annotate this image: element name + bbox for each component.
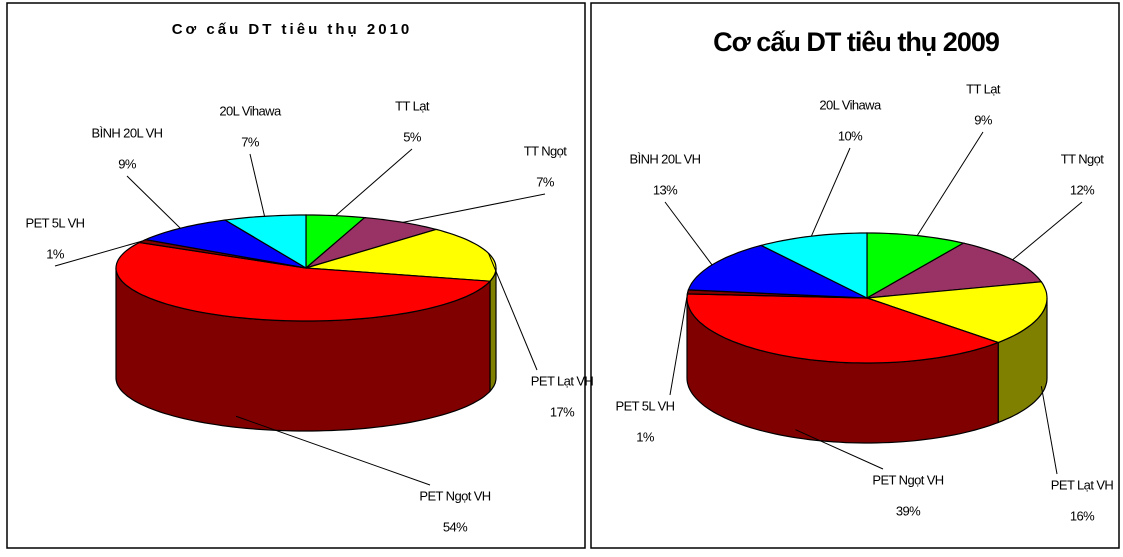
slice-label: 20L Vihawa	[219, 103, 282, 118]
slice-label: 20L Vihawa	[819, 97, 882, 112]
value-label: 12%	[1070, 182, 1095, 197]
slice-label: TT Lạt	[395, 98, 430, 113]
leader-line	[1012, 201, 1083, 261]
value-label: 5%	[403, 129, 422, 144]
slice-label: PET Lạt VH	[531, 373, 594, 388]
slice-label: PET Ngọt VH	[419, 488, 490, 503]
slice-label: PET Lạt VH	[1051, 477, 1114, 492]
value-label: 1%	[46, 246, 65, 261]
pie-slice	[223, 214, 307, 270]
chart-title: Cơ cấu DT tiêu thụ 2009	[713, 27, 1000, 57]
value-label: 7%	[241, 134, 260, 149]
leader-line	[1040, 386, 1058, 475]
leader-line	[126, 175, 181, 229]
leader-line	[487, 253, 538, 371]
leader-line	[402, 193, 546, 223]
leader-line	[249, 153, 266, 217]
panel	[6, 2, 586, 549]
value-label: 13%	[653, 182, 678, 197]
leader-line	[664, 201, 713, 266]
slice-label: PET Ngọt VH	[872, 472, 943, 487]
pie-slice	[686, 293, 1000, 364]
slice-label: TT Ngọt	[524, 143, 568, 158]
slice-label: TT Lạt	[966, 81, 1001, 96]
leader-line	[54, 240, 143, 267]
leader-line	[795, 429, 884, 470]
slice-label: PET 5L VH	[616, 398, 675, 413]
slice-label: TT Ngọt	[1061, 151, 1105, 166]
pie-slice	[866, 232, 966, 300]
value-label: 1%	[636, 429, 655, 444]
value-label: 10%	[838, 128, 863, 143]
value-label: 17%	[550, 404, 575, 419]
value-label: 39%	[896, 503, 921, 518]
leader-line	[810, 147, 851, 237]
value-label: 54%	[443, 519, 468, 534]
value-label: 16%	[1070, 508, 1095, 523]
pie-slice	[305, 216, 439, 269]
slice-label: BÌNH 20L VH	[92, 125, 163, 140]
pie-slice	[759, 232, 868, 299]
value-label: 7%	[536, 174, 555, 189]
leader-line	[916, 131, 984, 236]
value-label: 9%	[118, 156, 137, 171]
pie-slice	[866, 242, 1043, 299]
leader-line	[235, 415, 431, 486]
pie-slice	[143, 219, 307, 269]
value-label: 9%	[974, 112, 993, 127]
slice-label: PET 5L VH	[26, 215, 85, 230]
leader-line	[335, 148, 413, 217]
chart-title: Cơ cấu DT tiêu thụ 2010	[172, 21, 413, 38]
leader-line	[669, 291, 689, 396]
pie-slice	[687, 244, 868, 299]
panel	[590, 2, 1120, 549]
pie-slice	[115, 241, 492, 322]
slice-label: BÌNH 20L VH	[630, 151, 701, 166]
pie-slice	[305, 228, 497, 282]
pie-slice	[866, 281, 1048, 344]
pie-side	[489, 267, 497, 393]
